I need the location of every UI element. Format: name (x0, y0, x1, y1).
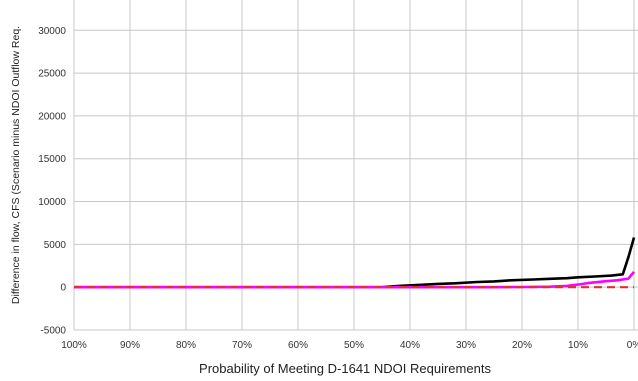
x-tick-label: 60% (288, 340, 308, 351)
y-tick-label: 5000 (44, 240, 67, 251)
y-axis-label: Difference in flow, CFS (Scenario minus … (10, 26, 22, 304)
y-tick-label: 10000 (38, 197, 66, 208)
x-tick-label: 0% (627, 340, 638, 351)
x-tick-labels: 100% 90% 80% 70% 60% 50% 40% 30% 20% 10% 0% (61, 340, 638, 351)
series-layer (74, 237, 636, 289)
x-tick-label: 40% (400, 340, 420, 351)
grid-lines (73, 0, 638, 331)
x-tick-label: 20% (512, 340, 532, 351)
y-tick-label: 30000 (38, 26, 66, 37)
x-tick-label: 100% (61, 340, 87, 351)
y-tick-label: 25000 (38, 69, 66, 80)
y-tick-label: 0 (60, 283, 66, 294)
x-tick-label: 90% (120, 340, 140, 351)
y-tick-labels: 30000 25000 20000 15000 10000 5000 0 -5000 (38, 26, 66, 337)
x-tick-label: 80% (176, 340, 196, 351)
y-tick-label: 15000 (38, 154, 66, 165)
x-tick-label: 50% (344, 340, 364, 351)
y-tick-label: -5000 (40, 326, 66, 337)
x-tick-label: 10% (568, 340, 588, 351)
x-axis-label: Probability of Meeting D-1641 NDOI Requi… (199, 361, 491, 376)
y-tick-label: 20000 (38, 111, 66, 122)
x-tick-label: 30% (456, 340, 476, 351)
x-tick-label: 70% (232, 340, 252, 351)
